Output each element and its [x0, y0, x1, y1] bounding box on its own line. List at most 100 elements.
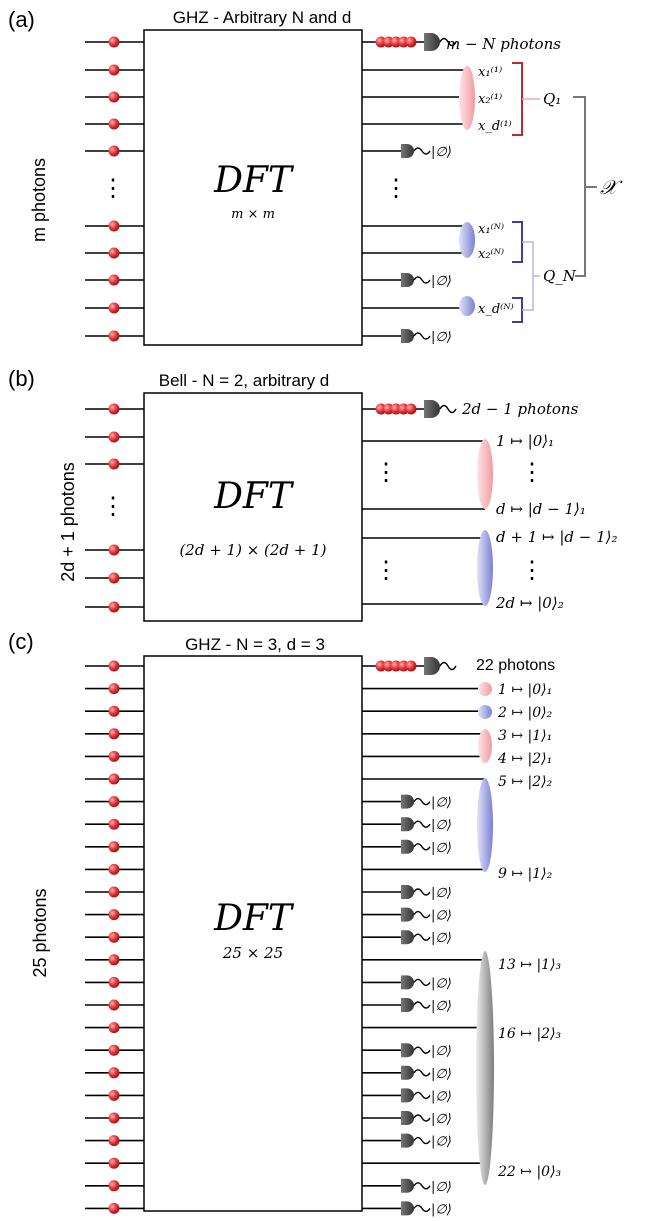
panel-b-dft-size: (2d + 1) × (2d + 1): [179, 541, 326, 559]
photon-icon: [108, 118, 120, 130]
panel-a-chi: 𝒳: [600, 175, 623, 199]
panel-a-dft-size: m × m: [231, 207, 275, 222]
photon-icon: [108, 220, 120, 232]
panel-b-ellipse-1: [477, 439, 493, 509]
photon-icon: [108, 1202, 120, 1214]
vacuum-label: |∅⟩: [431, 909, 452, 924]
photon-bundle-icon: [405, 36, 417, 48]
vacuum-label: |∅⟩: [431, 796, 452, 811]
panel-a-dft-box: [143, 29, 363, 346]
photon-icon: [108, 1157, 120, 1169]
detector-icon: [424, 33, 440, 51]
panel-c-out-7: 13 ↦ |1⟩₃: [498, 957, 562, 973]
wire-icon: [413, 1091, 431, 1100]
panel-a-out-4: x₁⁽ᴺ⁾: [478, 222, 504, 237]
photon-icon: [108, 302, 120, 314]
panel-c-ellipse-5: [476, 951, 494, 1185]
photon-icon: [108, 458, 120, 470]
panel-a-bracket-qn-top: [512, 221, 523, 263]
wire-icon: [413, 1204, 431, 1213]
panel-b-dft-title: DFT: [213, 476, 295, 517]
panel-c-out-5: 5 ↦ |2⟩₂: [498, 774, 553, 790]
panel-b-out-4: 2d ↦ |0⟩₂: [495, 594, 564, 612]
wire-icon: [413, 888, 431, 896]
photon-icon: [108, 909, 120, 921]
photon-icon: [108, 1112, 120, 1124]
wire-icon: [413, 1114, 431, 1122]
detector-icon: [424, 657, 440, 675]
photon-icon: [108, 274, 120, 286]
photon-icon: [108, 1044, 120, 1056]
panel-a-input-lines: [85, 36, 144, 342]
panel-c-out-8: 16 ↦ |2⟩₃: [498, 1026, 562, 1042]
panel-c-out-1: 1 ↦ |0⟩₁: [498, 682, 552, 698]
panel-c-ellipse-3: [478, 729, 492, 763]
panel-a-out-5: x₂⁽ᴺ⁾: [478, 247, 504, 262]
panel-b-label: (b): [8, 366, 35, 391]
photon-icon: [108, 863, 120, 875]
panel-c-out-9: 22 ↦ |0⟩₃: [497, 1164, 562, 1180]
photon-icon: [108, 36, 120, 48]
vacuum-label: |∅⟩: [431, 1089, 452, 1104]
panel-c-label: (c): [8, 629, 34, 654]
detector-icon: [401, 273, 414, 287]
photon-icon: [108, 91, 120, 103]
vacuum-label: |∅⟩: [431, 145, 452, 160]
panel-c-ellipse-2: [478, 705, 492, 719]
panel-a-bracket-q1: [512, 62, 523, 136]
panel-b-out-3: d + 1 ↦ |d − 1⟩₂: [496, 528, 618, 546]
panel-c: (c) GHZ - N = 3, d = 3 25 photons DFT 25…: [8, 629, 562, 1217]
wire-icon: [439, 37, 457, 47]
panel-b-out-2: d ↦ |d − 1⟩₁: [496, 500, 586, 518]
wire-icon: [439, 661, 457, 671]
panel-c-input-lines: [85, 660, 144, 1214]
vacuum-label: |∅⟩: [431, 1180, 452, 1195]
wire-icon: [413, 1069, 431, 1077]
panel-c-out-3: 3 ↦ |1⟩₁: [498, 728, 552, 744]
panel-a-right-dots: ⋮: [384, 175, 408, 202]
photon-icon: [108, 818, 120, 830]
panel-a-left-dots: ⋮: [101, 175, 125, 202]
panel-b-right-dots-2: ⋮: [374, 557, 398, 584]
panel-a-detector-label: m − N photons: [446, 35, 561, 53]
wire-icon: [413, 910, 431, 919]
panel-a-title: GHZ - Arbitrary N and d: [173, 8, 352, 27]
photon-icon: [108, 976, 120, 988]
panel-c-title: GHZ - N = 3, d = 3: [185, 635, 325, 654]
panel-c-out-4: 4 ↦ |2⟩₁: [497, 751, 552, 767]
vacuum-label: |∅⟩: [431, 330, 452, 345]
panel-b-left-dots: ⋮: [101, 493, 125, 520]
panel-c-dft-size: 25 × 25: [222, 944, 283, 962]
panel-c-dft-title: DFT: [213, 898, 295, 939]
wire-icon: [413, 843, 431, 851]
panel-b-title: Bell - N = 2, arbitrary d: [159, 371, 330, 390]
panel-b-output-lines: [362, 400, 485, 605]
photon-icon: [108, 247, 120, 259]
wire-icon: [413, 276, 431, 284]
panel-a-qn: Q_N: [543, 267, 577, 285]
vacuum-label: |∅⟩: [431, 931, 452, 946]
detector-icon: [401, 1088, 415, 1103]
panel-c-out-2: 2 ↦ |0⟩₂: [497, 705, 553, 721]
photon-icon: [108, 1089, 120, 1101]
detector-icon: [401, 930, 415, 945]
photon-icon: [108, 931, 120, 943]
detector-icon: [401, 1178, 415, 1193]
panel-a-dft-title: DFT: [213, 160, 295, 201]
detector-icon: [401, 1133, 415, 1148]
panel-a-out-1: x₁⁽¹⁾: [478, 65, 502, 80]
detector-icon: [424, 400, 440, 418]
photon-icon: [108, 64, 120, 76]
panel-c-output-lines: |∅⟩ |∅⟩ |∅⟩ |∅⟩ |∅⟩ |∅⟩ |∅⟩ |∅⟩ |∅⟩ |∅⟩ |∅⟩ |∅⟩ |∅⟩ |…: [362, 657, 485, 1217]
wire-icon: [413, 332, 431, 340]
panel-a-ellipse-1: [459, 66, 475, 130]
panel-a-ellipse-n2: [459, 296, 475, 316]
detector-icon: [401, 907, 415, 922]
panel-b-label-dots-2: ⋮: [520, 557, 544, 584]
photon-icon: [108, 683, 120, 695]
vacuum-label: |∅⟩: [431, 841, 452, 856]
detector-icon: [401, 885, 414, 899]
panel-b-input-lines: [85, 403, 144, 613]
panel-b-left-label: 2d + 1 photons: [58, 462, 78, 582]
photon-icon: [108, 572, 120, 584]
